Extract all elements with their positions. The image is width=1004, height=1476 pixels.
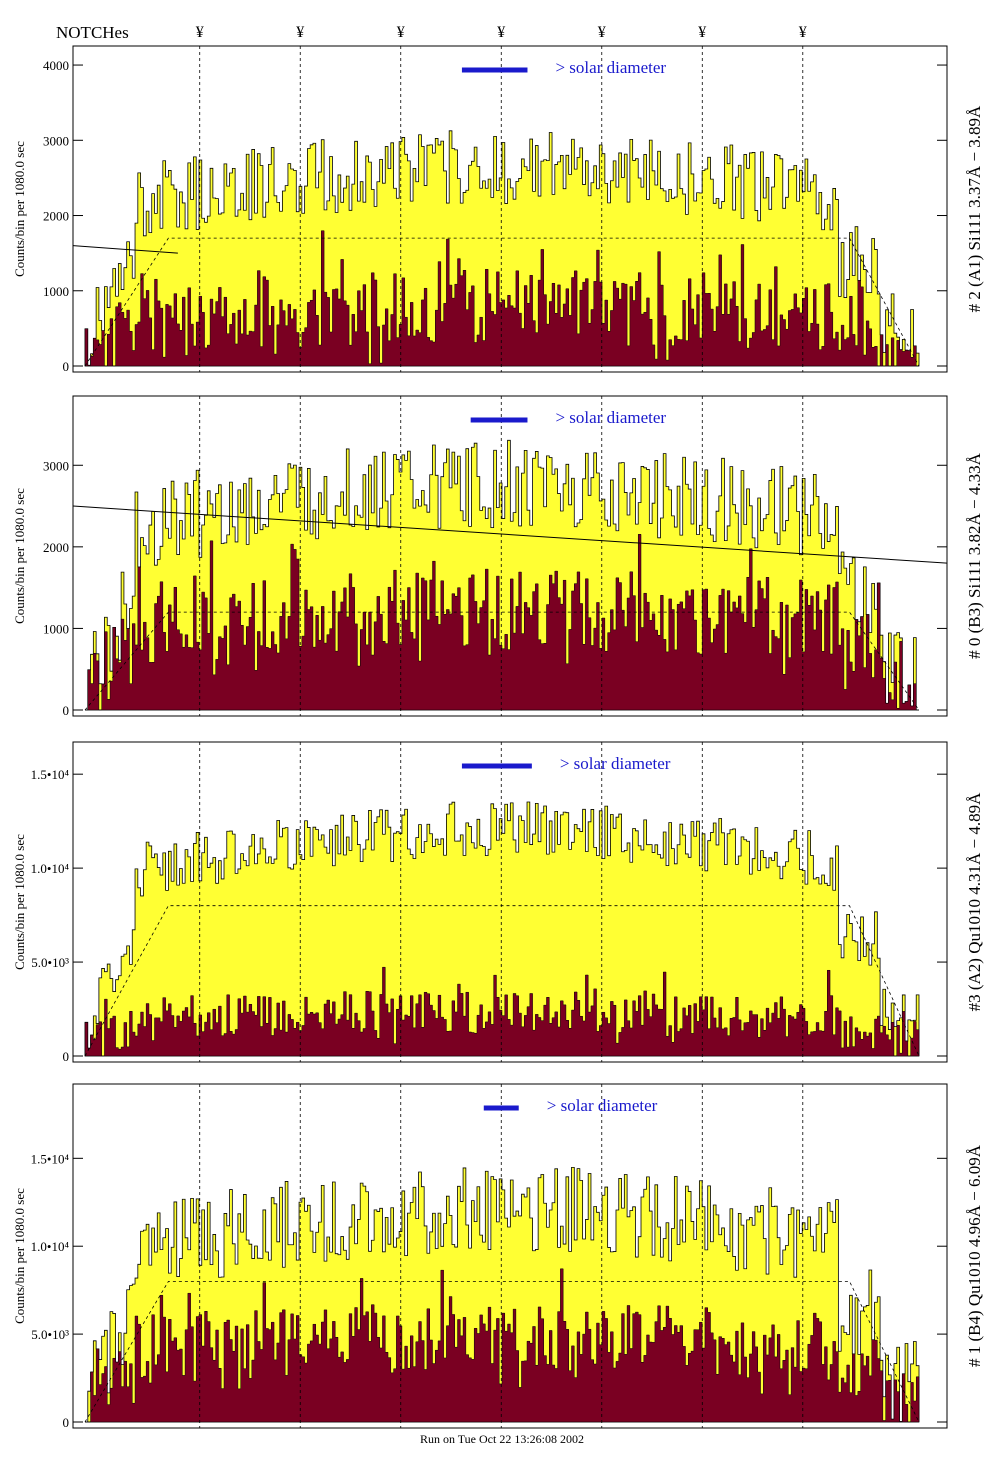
y-axis-label: Counts/bin per 1080.0 sec	[12, 1188, 27, 1324]
y-tick-label: 3000	[43, 133, 69, 148]
trend-line	[72, 245, 178, 254]
yellow-histogram	[84, 801, 920, 1057]
y-tick-label: 5.0•10³	[31, 1327, 69, 1342]
model-curve	[84, 611, 920, 711]
y-tick-label: 1.5•10⁴	[31, 1151, 70, 1166]
panel-panel_a1: 0 1000 2000 3000 4000 Counts/bin per 1080.0 s…	[12, 45, 984, 374]
y-tick-label: 0	[63, 359, 70, 374]
y-axis-label: Counts/bin per 1080.0 sec	[12, 834, 27, 970]
plot-frame	[72, 395, 948, 717]
notch-marker: ¥	[397, 24, 405, 41]
y-tick-label: 1000	[43, 284, 69, 299]
notch-markers: ¥ ¥ ¥ ¥ ¥ ¥ ¥	[196, 24, 807, 41]
model-curve	[84, 237, 920, 367]
y-tick-label: 0	[63, 1049, 70, 1064]
y-tick-label: 1.5•10⁴	[31, 767, 70, 782]
solar-diameter-label: > solar diameter	[547, 1096, 658, 1115]
panel-panel_b4: 0 5.0•10³ 1.0•10⁴ 1.5•10⁴ Counts/bin per 108…	[12, 1083, 984, 1430]
plot-frame	[72, 1083, 948, 1429]
plot-frame	[72, 741, 948, 1063]
y-axis-label: Counts/bin per 1080.0 sec	[12, 141, 27, 277]
model-curve	[84, 905, 920, 1057]
y-tick-label: 3000	[43, 458, 69, 473]
panels: 0 1000 2000 3000 4000 Counts/bin per 1080.0 s…	[12, 45, 984, 1430]
y-axis-label: Counts/bin per 1080.0 sec	[12, 488, 27, 624]
panel-title: # 0 (B3) Si111 3.82Å − 4.33Å	[965, 452, 984, 658]
dark-histogram	[84, 966, 920, 1057]
plot-frame	[72, 45, 948, 373]
notch-marker: ¥	[497, 24, 505, 41]
panel-panel_a2: 0 5.0•10³ 1.0•10⁴ 1.5•10⁴ Counts/bin per 108…	[12, 741, 984, 1064]
y-tick-label: 4000	[43, 58, 69, 73]
y-tick-label: 1000	[43, 621, 69, 636]
dark-histogram	[85, 534, 919, 711]
notch-marker: ¥	[196, 24, 204, 41]
notch-marker: ¥	[598, 24, 606, 41]
solar-diameter-label: > solar diameter	[560, 754, 671, 773]
notch-marker: ¥	[799, 24, 807, 41]
solar-diameter-label: > solar diameter	[555, 58, 666, 77]
y-tick-label: 1.0•10⁴	[31, 861, 70, 876]
y-tick-label: 2000	[43, 540, 69, 555]
y-tick-label: 0	[63, 1415, 70, 1430]
panel-title: # 1 (B4) Qu1010 4.96Å − 6.09Å	[965, 1144, 984, 1367]
y-tick-label: 0	[63, 703, 70, 718]
notch-marker: ¥	[698, 24, 706, 41]
dark-histogram	[84, 230, 919, 367]
panel-title: # 2 (A1) Si111 3.37Å − 3.89Å	[965, 105, 984, 312]
notches-label: NOTCHes	[56, 23, 129, 42]
y-tick-label: 2000	[43, 209, 69, 224]
dark-histogram	[85, 1268, 920, 1423]
solar-diameter-label: > solar diameter	[555, 408, 666, 427]
run-timestamp: Run on Tue Oct 22 13:26:08 2002	[419, 1432, 584, 1446]
panel-title: #3 (A2) Qu1010 4.31Å − 4.89Å	[965, 792, 984, 1011]
model-curve	[84, 1280, 920, 1423]
y-tick-label: 5.0•10³	[31, 955, 69, 970]
trend-line	[72, 505, 948, 564]
y-tick-label: 1.0•10⁴	[31, 1239, 70, 1254]
panel-panel_b3: 0 1000 2000 3000 Counts/bin per 1080.0 sec # …	[12, 395, 984, 718]
notch-marker: ¥	[296, 24, 304, 41]
